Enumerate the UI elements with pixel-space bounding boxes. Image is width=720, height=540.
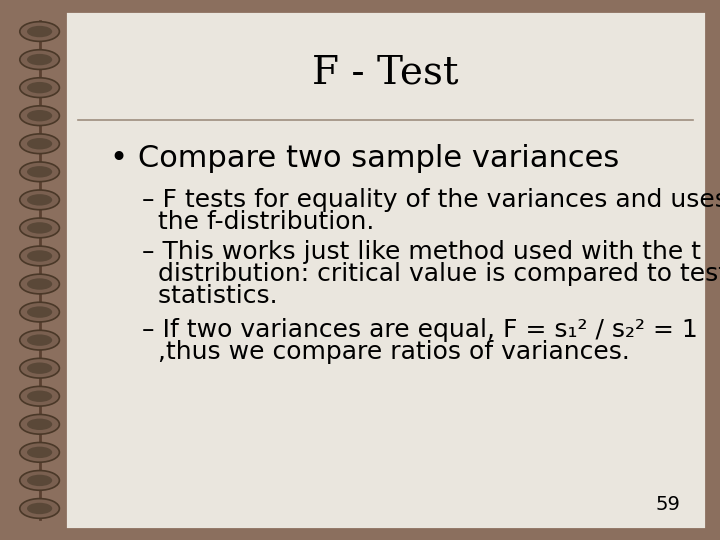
Ellipse shape bbox=[27, 250, 53, 262]
Ellipse shape bbox=[19, 387, 60, 406]
Text: – If two variances are equal, F = s₁² / s₂² = 1: – If two variances are equal, F = s₁² / … bbox=[142, 318, 698, 342]
Ellipse shape bbox=[19, 274, 60, 294]
Ellipse shape bbox=[27, 110, 53, 122]
Ellipse shape bbox=[19, 498, 60, 518]
Ellipse shape bbox=[27, 306, 53, 318]
Ellipse shape bbox=[19, 442, 60, 462]
FancyBboxPatch shape bbox=[65, 11, 706, 529]
Text: the f-distribution.: the f-distribution. bbox=[142, 210, 374, 234]
Text: 59: 59 bbox=[655, 495, 680, 514]
Ellipse shape bbox=[19, 78, 60, 98]
Text: distribution: critical value is compared to test: distribution: critical value is compared… bbox=[142, 262, 720, 286]
Ellipse shape bbox=[19, 218, 60, 238]
Ellipse shape bbox=[27, 334, 53, 346]
Text: statistics.: statistics. bbox=[142, 285, 277, 308]
Ellipse shape bbox=[19, 359, 60, 378]
Text: – F tests for equality of the variances and uses: – F tests for equality of the variances … bbox=[142, 188, 720, 212]
Text: – This works just like method used with the t: – This works just like method used with … bbox=[142, 240, 701, 264]
Ellipse shape bbox=[19, 246, 60, 266]
Ellipse shape bbox=[27, 54, 53, 65]
Ellipse shape bbox=[27, 390, 53, 402]
Ellipse shape bbox=[19, 134, 60, 153]
Ellipse shape bbox=[27, 222, 53, 234]
Ellipse shape bbox=[19, 470, 60, 490]
Ellipse shape bbox=[27, 82, 53, 93]
Text: ,thus we compare ratios of variances.: ,thus we compare ratios of variances. bbox=[142, 340, 629, 364]
Ellipse shape bbox=[19, 162, 60, 181]
Ellipse shape bbox=[19, 190, 60, 210]
Ellipse shape bbox=[27, 418, 53, 430]
Ellipse shape bbox=[19, 302, 60, 322]
Ellipse shape bbox=[19, 415, 60, 434]
Ellipse shape bbox=[19, 106, 60, 125]
Ellipse shape bbox=[27, 475, 53, 486]
Text: • Compare two sample variances: • Compare two sample variances bbox=[109, 144, 619, 173]
Ellipse shape bbox=[27, 447, 53, 458]
Ellipse shape bbox=[27, 26, 53, 37]
Ellipse shape bbox=[27, 166, 53, 178]
Ellipse shape bbox=[27, 503, 53, 514]
Ellipse shape bbox=[27, 362, 53, 374]
Ellipse shape bbox=[19, 330, 60, 350]
Ellipse shape bbox=[27, 194, 53, 206]
Text: F - Test: F - Test bbox=[312, 55, 459, 91]
Ellipse shape bbox=[19, 50, 60, 70]
Ellipse shape bbox=[27, 278, 53, 290]
Ellipse shape bbox=[19, 22, 60, 42]
Ellipse shape bbox=[27, 138, 53, 150]
